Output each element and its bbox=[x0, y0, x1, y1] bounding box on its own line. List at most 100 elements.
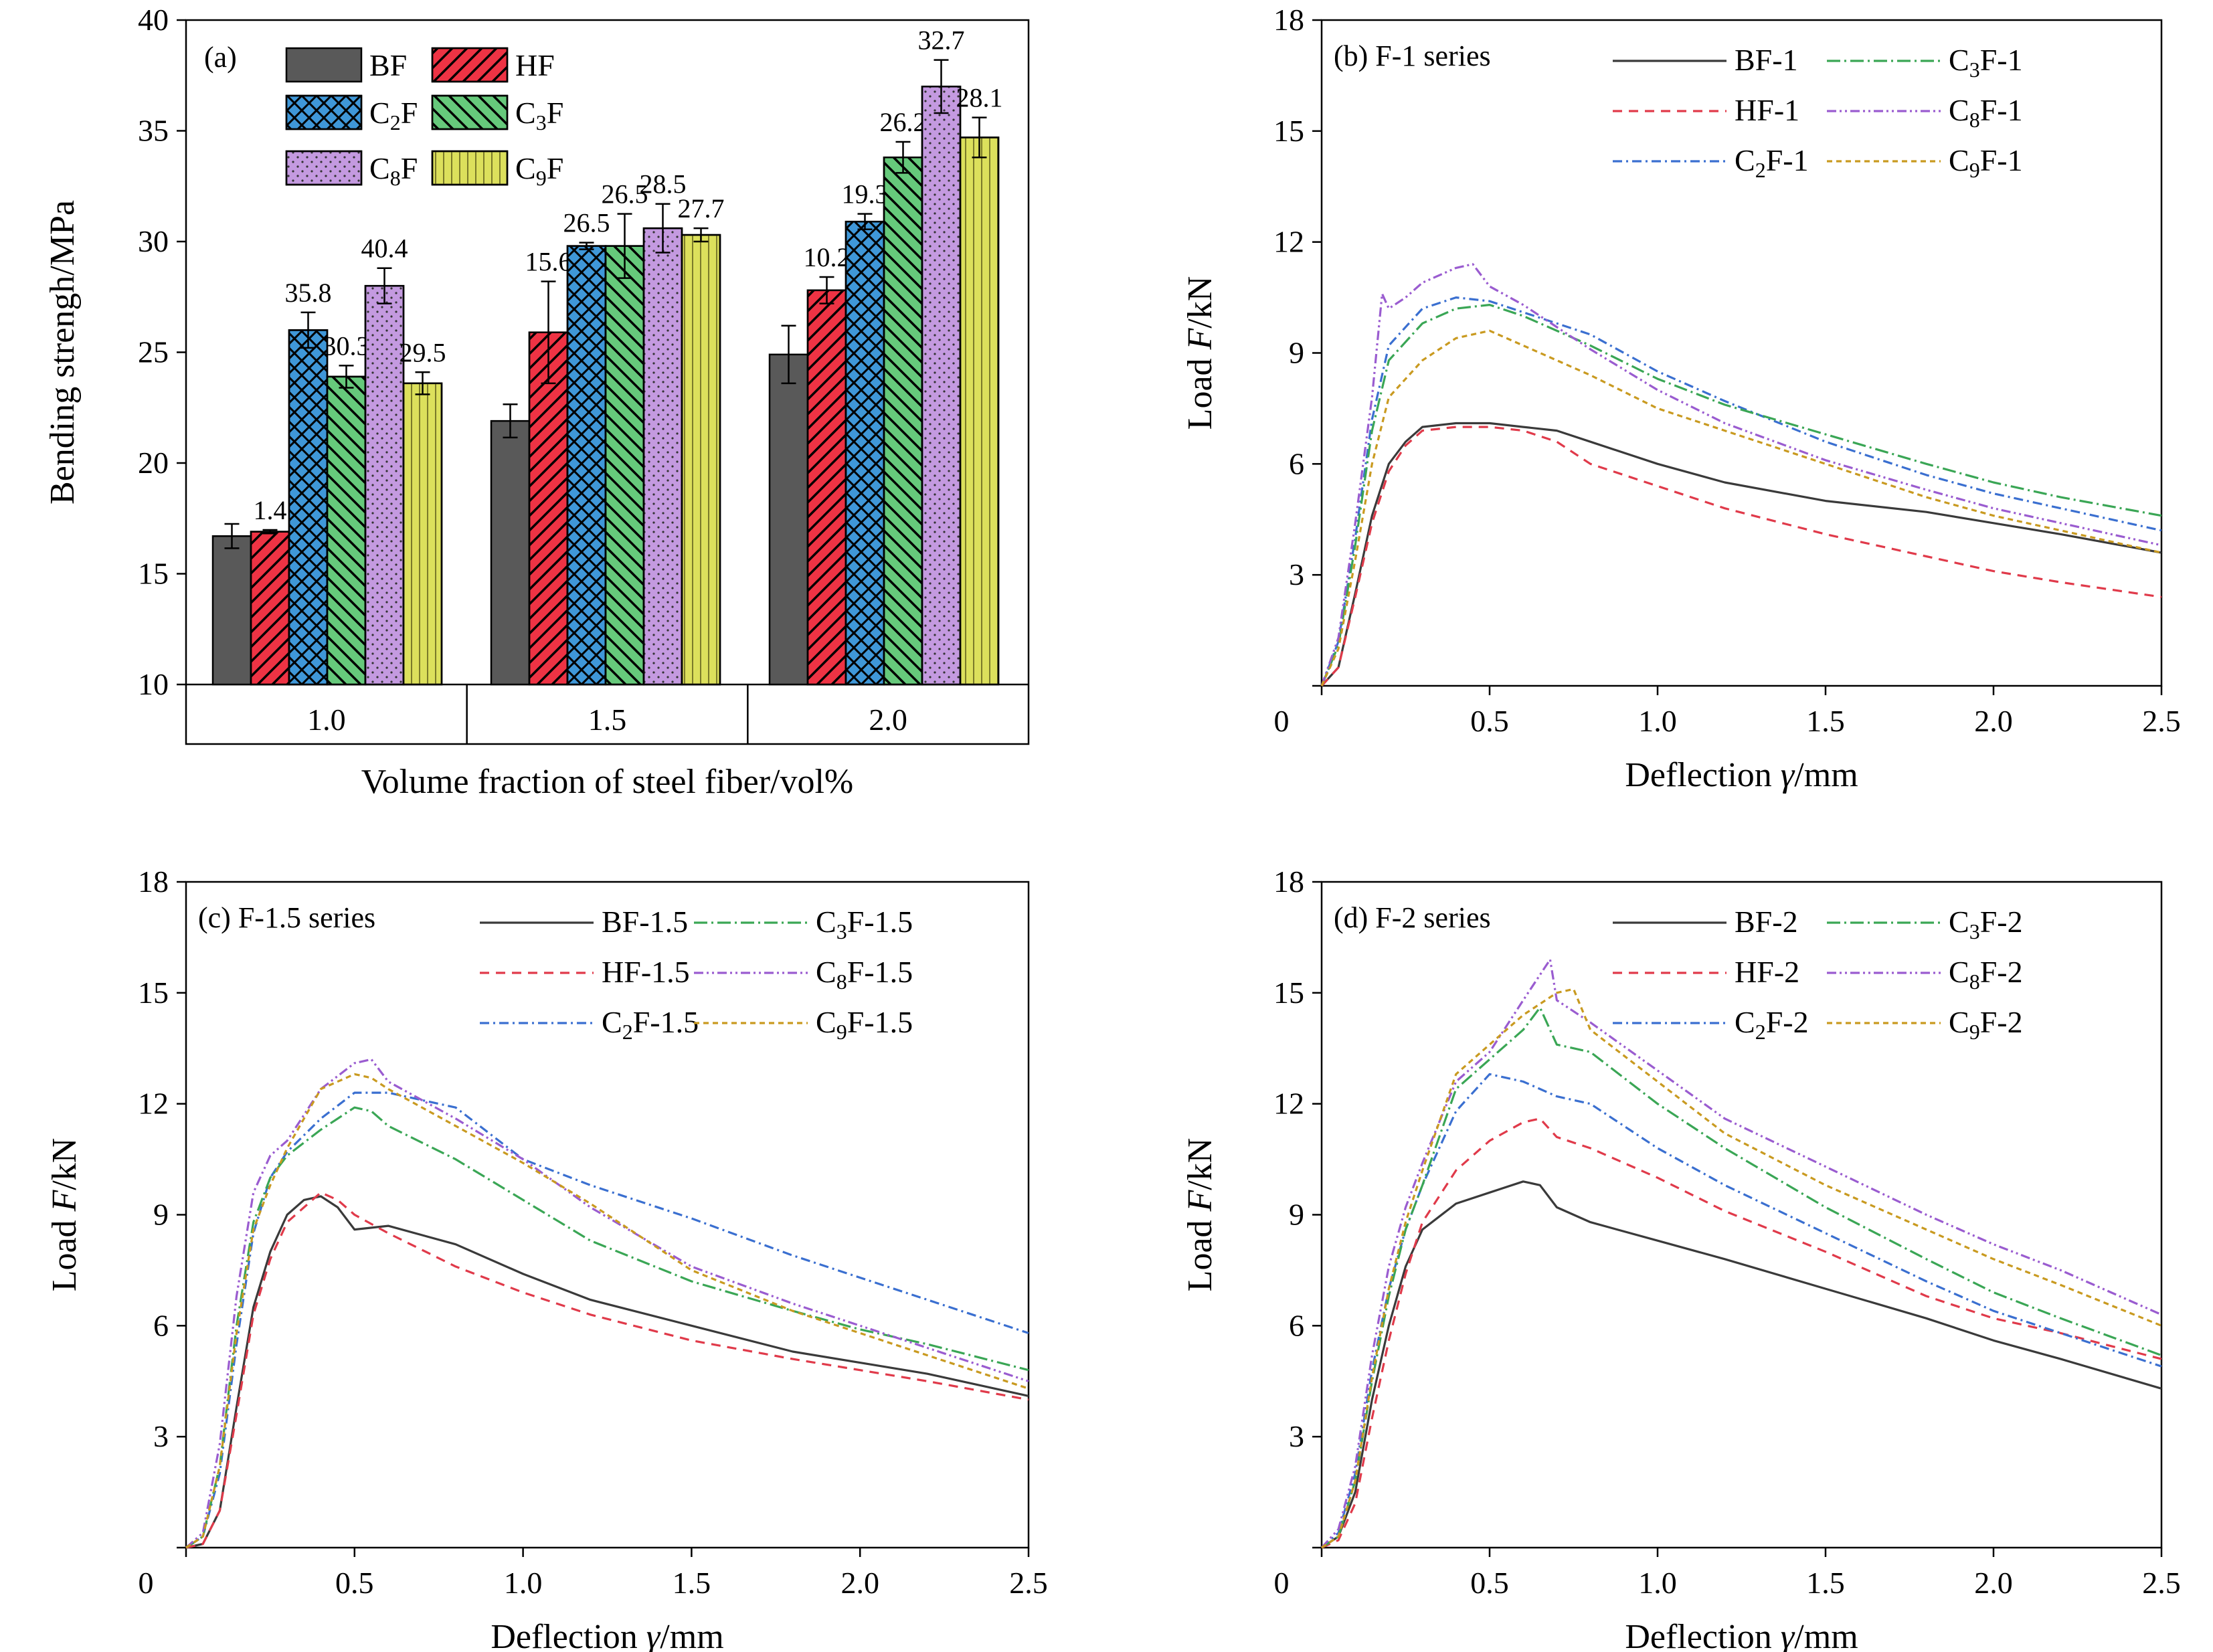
bar bbox=[768, 353, 809, 686]
y-tick-label: 18 bbox=[138, 864, 169, 899]
legend-label: C9F-1.5 bbox=[816, 1005, 913, 1044]
y-tick-label: 20 bbox=[138, 446, 169, 480]
y-tick-label: 12 bbox=[138, 1087, 169, 1121]
series-line bbox=[185, 1073, 1029, 1549]
y-tick-label: 3 bbox=[153, 1419, 169, 1453]
y-tick-label: 15 bbox=[1273, 976, 1304, 1010]
legend-label: HF bbox=[515, 48, 555, 82]
y-axis-title: Load F/kN bbox=[1181, 276, 1219, 430]
data-label: 35.8 bbox=[285, 278, 332, 308]
y-axis-title: Load F/kN bbox=[1181, 1138, 1219, 1292]
legend-label: BF bbox=[369, 48, 407, 82]
legend-label: C2F bbox=[369, 96, 418, 134]
x-tick-label: 1.5 bbox=[1806, 704, 1845, 738]
x-axis-title: Deflection γ/mm bbox=[491, 1618, 723, 1652]
series-line bbox=[185, 1191, 1029, 1549]
data-label: 28.1 bbox=[956, 83, 1003, 113]
y-tick-label: 25 bbox=[138, 335, 169, 369]
bar-pattern bbox=[681, 234, 721, 686]
legend-label: C3F-2 bbox=[1949, 905, 2023, 943]
legend-label: BF-1 bbox=[1735, 43, 1798, 77]
x-tick-label: 2.0 bbox=[1974, 1566, 2013, 1600]
bar-pattern bbox=[959, 136, 1000, 686]
bar-pattern bbox=[528, 331, 569, 686]
bar-pattern bbox=[883, 156, 923, 686]
series-line bbox=[1320, 329, 2162, 686]
series-line bbox=[1320, 263, 2162, 686]
legend-label: HF-1 bbox=[1735, 93, 1799, 127]
data-label: 40.4 bbox=[361, 234, 408, 264]
data-label: 29.5 bbox=[400, 337, 446, 367]
data-label: 30.3 bbox=[323, 331, 370, 361]
series-line bbox=[185, 1058, 1029, 1549]
legend-swatch-pattern bbox=[431, 150, 509, 186]
category-label: 2.0 bbox=[869, 703, 907, 737]
bar-pattern bbox=[921, 86, 962, 686]
x-axis-title: Deflection γ/mm bbox=[1625, 1618, 1858, 1652]
panel-label: (b) F-1 series bbox=[1334, 39, 1491, 72]
x-tick-label: 0.5 bbox=[1470, 704, 1509, 738]
data-label: 26.2 bbox=[880, 107, 927, 137]
series-line bbox=[185, 1091, 1029, 1549]
legend-swatch-pattern bbox=[285, 94, 363, 130]
data-label: 28.5 bbox=[640, 169, 687, 199]
x-tick-label: 2.0 bbox=[840, 1566, 879, 1600]
y-tick-label: 9 bbox=[153, 1198, 169, 1232]
bar-pattern bbox=[250, 531, 290, 686]
series-line bbox=[185, 1195, 1029, 1549]
x-axis-title: Deflection γ/mm bbox=[1625, 756, 1858, 794]
data-label: 27.7 bbox=[678, 193, 725, 223]
panel-d-line-chart: 0 0.5 1.0 1.5 2.0 2.5 3 6 9 12 15 18 (d) F-2 series D… bbox=[1181, 864, 2181, 1652]
series-line bbox=[1320, 426, 2162, 687]
y-tick-label: 15 bbox=[138, 976, 169, 1010]
panel-c-line-chart: 0 0.5 1.0 1.5 2.0 2.5 3 6 9 12 15 18 (c) F-1.5 serie… bbox=[46, 864, 1048, 1652]
series-line bbox=[1321, 1006, 2162, 1549]
y-tick-label: 10 bbox=[138, 667, 169, 701]
legend-label: C2F-2 bbox=[1735, 1005, 1809, 1044]
data-label: 19.3 bbox=[842, 179, 889, 209]
y-tick-label: 15 bbox=[1273, 114, 1304, 148]
y-tick-label: 6 bbox=[1289, 446, 1304, 480]
category-label: 1.5 bbox=[588, 703, 627, 737]
panel-label: (d) F-2 series bbox=[1334, 901, 1491, 934]
x-tick-label: 1.0 bbox=[1638, 1566, 1677, 1600]
y-tick-label: 30 bbox=[138, 224, 169, 258]
legend-label: C8F-2 bbox=[1949, 955, 2023, 994]
legend-label: HF-2 bbox=[1735, 955, 1799, 989]
x-axis-title: Volume fraction of steel fiber/vol% bbox=[361, 763, 854, 801]
legend-swatch bbox=[285, 47, 363, 83]
bar-pattern bbox=[642, 227, 683, 686]
y-tick-label: 12 bbox=[1273, 1087, 1304, 1121]
legend-label: C3F-1 bbox=[1949, 43, 2023, 82]
x-tick-label: 1.0 bbox=[1638, 704, 1677, 738]
x-tick-label: 1.5 bbox=[673, 1566, 711, 1600]
legend-swatch-pattern bbox=[285, 150, 363, 186]
legend-swatch-pattern bbox=[431, 47, 509, 83]
legend-label: C9F-2 bbox=[1949, 1005, 2023, 1044]
y-tick-label: 18 bbox=[1273, 3, 1304, 37]
x-tick-label: 1.0 bbox=[504, 1566, 543, 1600]
bar-pattern bbox=[364, 284, 405, 686]
y-tick-label: 18 bbox=[1273, 864, 1304, 899]
y-tick-label: 12 bbox=[1273, 225, 1304, 259]
x-tick-label: 0 bbox=[1274, 704, 1290, 738]
legend-label: C9F bbox=[515, 151, 563, 190]
x-tick-label: 0 bbox=[139, 1566, 154, 1600]
series-line bbox=[1320, 304, 2162, 686]
y-axis-title: Bending strengh/MPa bbox=[43, 200, 82, 504]
data-label: 26.5 bbox=[563, 208, 610, 238]
bar-pattern bbox=[604, 245, 645, 686]
legend-label: C3F bbox=[515, 96, 563, 134]
legend-label: HF-1.5 bbox=[602, 955, 690, 989]
data-label: 10.2 bbox=[804, 242, 851, 272]
category-label: 1.0 bbox=[307, 703, 346, 737]
y-tick-label: 40 bbox=[138, 3, 169, 37]
bar bbox=[490, 420, 531, 686]
bar bbox=[211, 535, 252, 686]
y-tick-label: 35 bbox=[138, 114, 169, 148]
bar-pattern bbox=[806, 289, 847, 686]
legend-label: C2F-1.5 bbox=[602, 1005, 699, 1044]
data-label: 26.5 bbox=[602, 179, 648, 209]
series-line bbox=[1321, 988, 2162, 1549]
